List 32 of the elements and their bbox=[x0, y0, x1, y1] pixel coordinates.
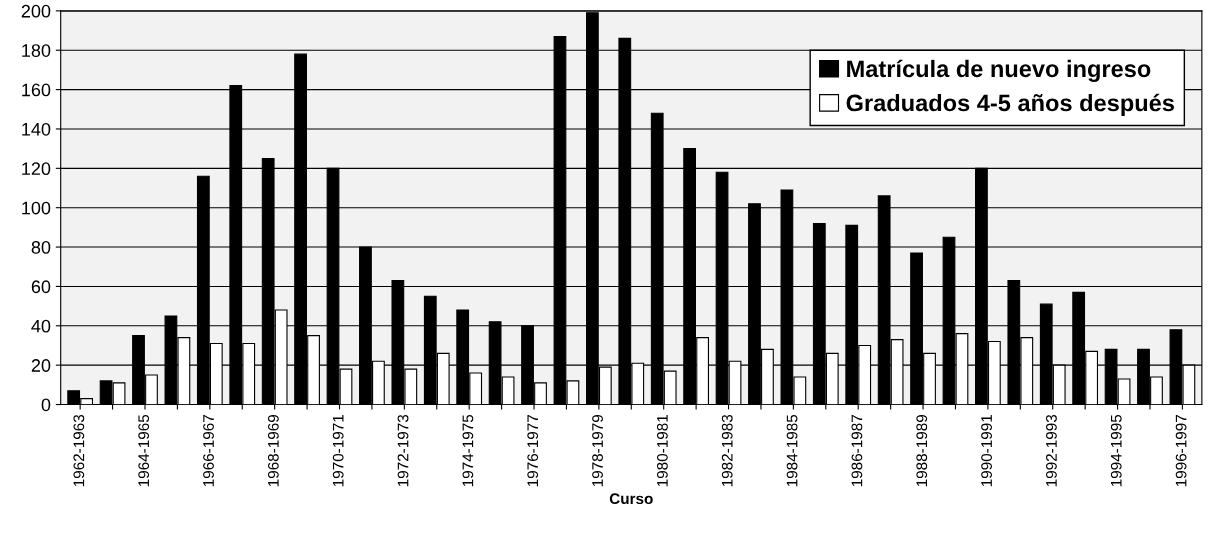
x-tick-label: 1984-1985 bbox=[786, 414, 798, 487]
y-tick-label: 60 bbox=[31, 280, 51, 294]
x-tick-label: 1966-1967 bbox=[203, 415, 214, 487]
x-tick-label: 1972-1973 bbox=[397, 414, 409, 487]
x-tick-label: 1992-1993 bbox=[1046, 414, 1057, 487]
x-tick-label: 1982-1983 bbox=[721, 414, 733, 487]
x-tick-label: 1980-1981 bbox=[656, 415, 668, 487]
legend-label: Graduados 4-5 años después bbox=[846, 93, 1174, 117]
x-tick-label: 1970-1971 bbox=[332, 415, 344, 487]
y-tick-label: 140 bbox=[22, 122, 51, 136]
x-tick-label: 1988-1989 bbox=[916, 414, 928, 487]
y-tick-label: 200 bbox=[21, 4, 51, 18]
y-tick-label: 160 bbox=[22, 83, 51, 97]
x-tick-label: 1996-1997 bbox=[1175, 415, 1187, 487]
x-tick-label: 1968-1969 bbox=[267, 414, 279, 487]
x-tick-label: 1964-1965 bbox=[138, 414, 150, 487]
x-tick-label: 1962-1963 bbox=[73, 414, 85, 487]
x-tick-label: 1990-1991 bbox=[981, 415, 992, 487]
x-tick-label: 1978-1979 bbox=[592, 414, 603, 487]
legend-label: Matrícula de nuevo ingreso bbox=[847, 59, 1151, 82]
x-axis-title: Curso bbox=[609, 493, 653, 505]
y-tick-label: 100 bbox=[22, 201, 51, 215]
x-tick-label: 1986-1987 bbox=[851, 415, 863, 487]
y-tick-label: 80 bbox=[31, 241, 51, 254]
y-tick-label: 120 bbox=[22, 162, 51, 176]
y-tick-label: 0 bbox=[41, 398, 51, 412]
y-tick-label: 20 bbox=[31, 359, 51, 372]
x-tick-label: 1974-1975 bbox=[462, 414, 474, 487]
y-tick-label: 180 bbox=[22, 44, 51, 57]
y-tick-label: 40 bbox=[31, 319, 51, 333]
x-tick-label: 1976-1977 bbox=[527, 415, 539, 487]
x-tick-label: 1994-1995 bbox=[1110, 414, 1122, 487]
